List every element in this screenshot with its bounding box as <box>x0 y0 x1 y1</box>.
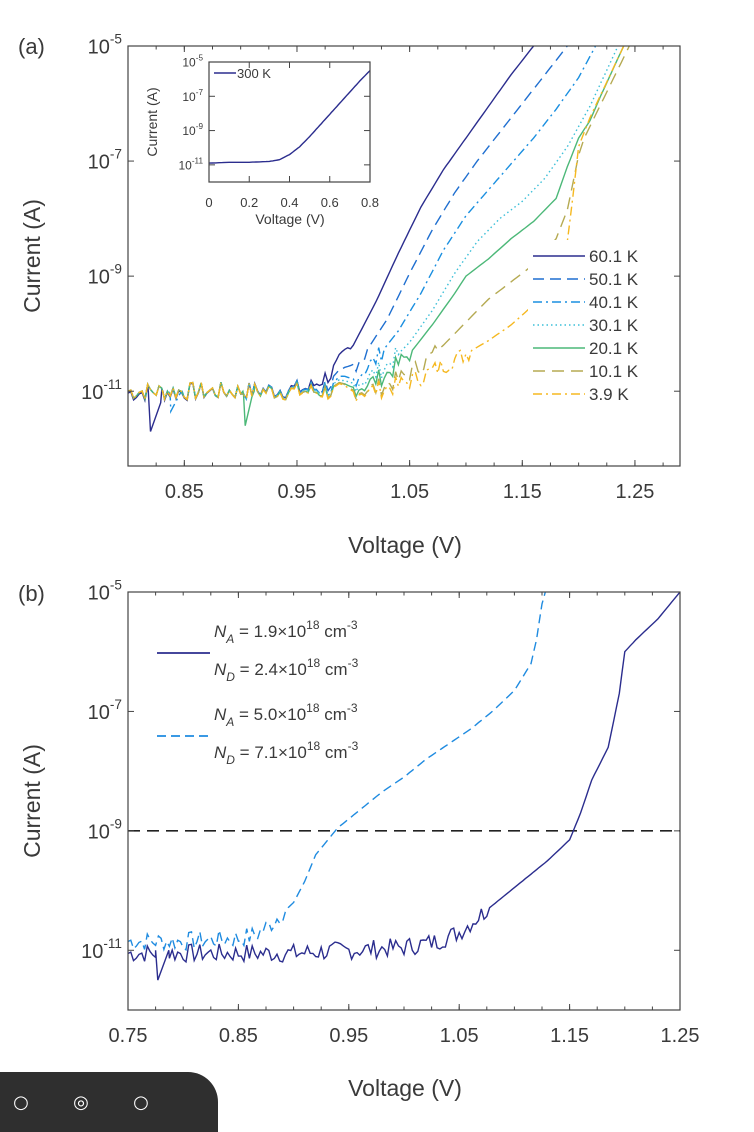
inset-xlabel: Voltage (V) <box>255 211 324 227</box>
panel-a-ytick-label: 10-5 <box>88 32 122 59</box>
legend-a-bg <box>528 240 668 452</box>
panel-a-xtick-label: 0.85 <box>165 481 204 503</box>
panel-a-ytick-label: 10-7 <box>88 147 122 174</box>
panel-a-xtick-label: 1.25 <box>615 481 654 503</box>
panel-b-ytick-label: 10-9 <box>88 816 122 843</box>
panel-b-frame <box>127 591 681 1011</box>
legend-b-label: NA = 1.9×1018 cm-3 <box>214 618 358 646</box>
legend-a-label: 30.1 K <box>589 316 639 335</box>
panel-a-inset: 0 0.2 0.4 0.6 0.8 10-11 10-9 10-7 10-5 Voltage (V… <box>144 54 379 227</box>
panel-a-ytick-label: 10-9 <box>88 262 122 289</box>
panel-b-xtick-label: 1.15 <box>550 1025 589 1047</box>
series-line-3-9-K <box>128 46 625 403</box>
panel-a-xtick-label: 1.15 <box>503 481 542 503</box>
clock-icon[interactable]: ○ <box>13 1092 29 1113</box>
inset-ytick-label: 10-5 <box>182 54 203 70</box>
inset-xtick-label: 0.6 <box>321 195 339 210</box>
panel-b-ylabel: Current (A) <box>19 744 45 858</box>
inset-bg <box>209 62 370 182</box>
panel-b-label: (b) <box>18 581 45 606</box>
legend-b-label: NA = 5.0×1018 cm-3 <box>214 701 358 729</box>
panel-a-xlabel: Voltage (V) <box>348 532 462 558</box>
panel-b-ytick-label: 10-7 <box>88 697 122 724</box>
panel-a-frame <box>127 45 681 467</box>
panel-b-ytick-label: 10-5 <box>88 578 122 605</box>
legend-a-label: 50.1 K <box>589 270 639 289</box>
inset-ytick-label: 10-11 <box>178 156 203 172</box>
panel-a-label: (a) <box>18 34 45 59</box>
panel-b-xlabel: Voltage (V) <box>348 1075 462 1101</box>
panel-b-xtick-label: 1.05 <box>440 1025 479 1047</box>
legend-b-label: ND = 2.4×1018 cm-3 <box>214 656 359 684</box>
panel-a-ytick-label: 10-11 <box>81 377 122 404</box>
panel-b-series-line-2 <box>128 592 546 952</box>
legend-a-label: 10.1 K <box>589 362 639 381</box>
panel-b-xtick-label: 0.75 <box>109 1025 148 1047</box>
inset-ylabel: Current (A) <box>144 87 160 156</box>
search-icon[interactable]: ○ <box>133 1092 149 1113</box>
lock-icon[interactable]: ◎ <box>73 1092 89 1113</box>
panel-b-ytick-label: 10-11 <box>81 936 122 963</box>
panel-b-xtick-label: 1.25 <box>661 1025 700 1047</box>
inset-ytick-label: 10-7 <box>182 88 203 104</box>
inset-xtick-label: 0.2 <box>240 195 258 210</box>
panel-a-xtick-label: 1.05 <box>390 481 429 503</box>
panel-b-xtick-label: 0.85 <box>219 1025 258 1047</box>
legend-a-label: 60.1 K <box>589 247 639 266</box>
inset-xtick-label: 0.8 <box>361 195 379 210</box>
inset-xtick-label: 0 <box>205 195 212 210</box>
panel-b: 0.75 0.85 0.95 1.05 1.15 1.25 10-11 10-9 10-7 10-… <box>18 578 699 1101</box>
inset-series-line <box>209 70 370 164</box>
inset-xtick-label: 0.4 <box>280 195 298 210</box>
legend-a-label: 40.1 K <box>589 293 639 312</box>
panel-b-xtick-label: 0.95 <box>329 1025 368 1047</box>
panel-a-ylabel: Current (A) <box>19 199 45 313</box>
bottom-toolbar-overlay: ○ ◎ ○ <box>0 1072 218 1132</box>
legend-a-label: 20.1 K <box>589 339 639 358</box>
panel-b-series-line-1 <box>128 592 680 981</box>
inset-legend-label: 300 K <box>237 66 271 81</box>
panel-a-xtick-label: 0.95 <box>278 481 317 503</box>
legend-b-label: ND = 7.1×1018 cm-3 <box>214 739 359 767</box>
legend-a-label: 3.9 K <box>589 385 629 404</box>
inset-ytick-label: 10-9 <box>182 122 203 138</box>
panel-a: 0.85 0.95 1.05 1.15 1.25 10-11 10-9 10-7 10-5 (a)… <box>18 32 681 558</box>
